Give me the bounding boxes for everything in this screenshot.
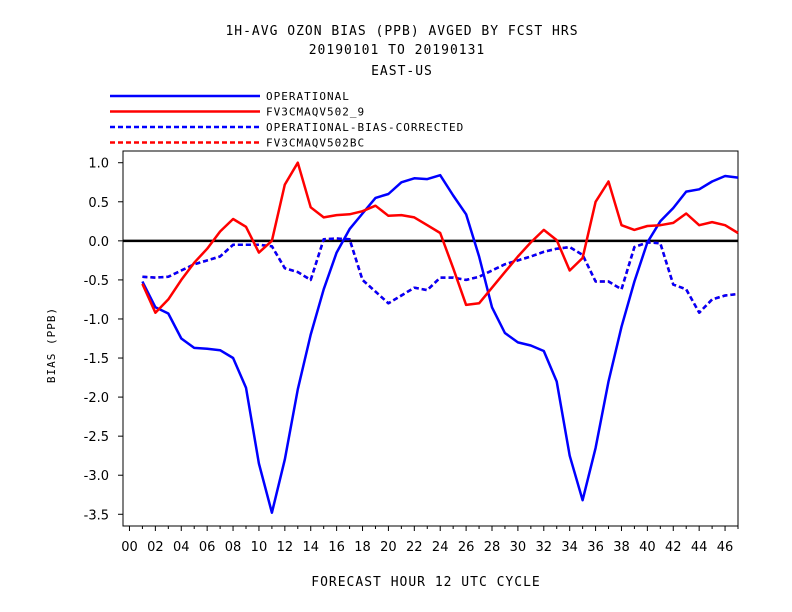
x-tick-label: 00	[121, 540, 138, 555]
x-tick-label: 44	[691, 540, 708, 555]
chart-title-line-1: 1H-AVG OZON BIAS (PPB) AVGED BY FCST HRS	[225, 24, 578, 39]
legend-label: FV3CMAQV502_9	[266, 106, 365, 119]
x-tick-label: 34	[561, 540, 578, 555]
y-tick-label: -1.0	[84, 313, 109, 328]
y-tick-label: -0.5	[84, 274, 109, 289]
y-tick-label: -2.5	[84, 430, 109, 445]
x-tick-label: 46	[717, 540, 734, 555]
y-tick-label: -2.0	[84, 391, 109, 406]
x-tick-label: 20	[380, 540, 397, 555]
x-tick-label: 26	[458, 540, 475, 555]
x-tick-label: 40	[639, 540, 656, 555]
y-axis-label: BIAS (PPB)	[45, 307, 58, 383]
series-layer	[141, 161, 739, 514]
legend-label: OPERATIONAL	[266, 90, 350, 103]
x-tick-label: 42	[665, 540, 682, 555]
x-tick-label: 12	[277, 540, 294, 555]
x-tick-label: 36	[587, 540, 604, 555]
y-tick-label: -3.5	[84, 508, 109, 523]
chart-title-line-2: 20190101 TO 20190131	[309, 43, 486, 58]
y-tick-label: -3.0	[84, 469, 109, 484]
y-tick-label: 0.0	[88, 235, 109, 250]
x-tick-label: 14	[302, 540, 319, 555]
x-tick-label: 30	[510, 540, 527, 555]
plot-frame	[122, 150, 739, 527]
x-tick-label: 32	[536, 540, 553, 555]
y-tick-label: 1.0	[88, 157, 109, 172]
x-tick-label: 10	[251, 540, 268, 555]
y-tick-label: 0.5	[88, 196, 109, 211]
legend: OPERATIONAL FV3CMAQV502_9 OPERATIONAL-BIAS…	[110, 90, 464, 150]
x-tick-label: 38	[613, 540, 630, 555]
y-tick-label: -1.5	[84, 352, 109, 367]
series-line-fv3cmaqv502-9	[141, 161, 739, 314]
series-line-operational-bias-corrected	[142, 237, 739, 314]
x-tick-label: 06	[199, 540, 216, 555]
y-axis: 1.0 0.5 0.0 -0.5 -1.0 -1.5 -2.0 -2.5 -3.0 -3.5	[84, 157, 123, 523]
x-tick-label: 04	[173, 540, 190, 555]
legend-label: FV3CMAQV502BC	[266, 137, 365, 150]
x-tick-label: 24	[432, 540, 449, 555]
x-tick-label: 16	[328, 540, 345, 555]
chart-title-line-3: EAST-US	[371, 64, 433, 79]
x-tick-label: 02	[147, 540, 164, 555]
legend-label: OPERATIONAL-BIAS-CORRECTED	[266, 121, 464, 134]
x-tick-label: 28	[484, 540, 501, 555]
x-tick-label: 18	[354, 540, 371, 555]
x-axis-label: FORECAST HOUR 12 UTC CYCLE	[311, 575, 541, 590]
x-axis: 00 02 04 06 08 10 12 14 16 18 20 22 24 26 28 30 32 34 36 38…	[121, 526, 739, 555]
x-tick-label: 08	[225, 540, 242, 555]
series-line-operational	[141, 173, 739, 514]
x-tick-label: 22	[406, 540, 423, 555]
